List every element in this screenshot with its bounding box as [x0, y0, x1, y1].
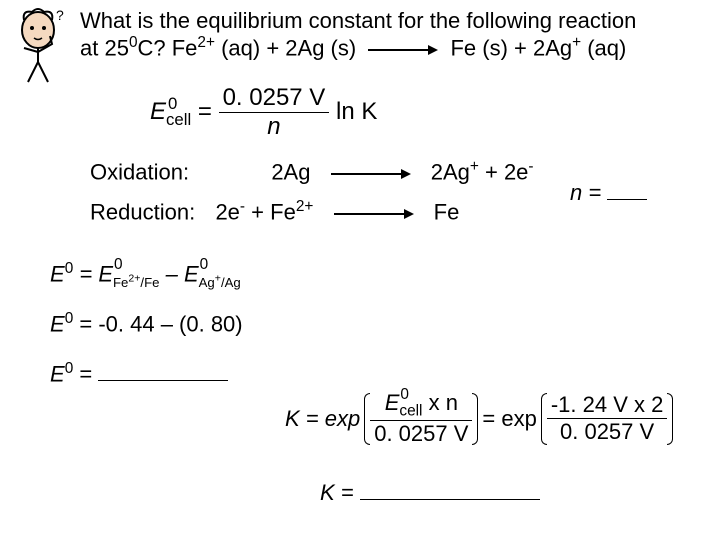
e0-values: E0 = -0. 44 – (0. 80) — [50, 310, 243, 337]
svg-text:?: ? — [56, 7, 64, 23]
n-equals: n = — [570, 180, 647, 206]
e0-formula: E0 = E0Fe2+/Fe – E0Ag+/Ag — [50, 260, 241, 290]
k-formula: K = exp E0cell x n 0. 0257 V = exp -1. 2… — [285, 390, 673, 447]
oxidation-row: Oxidation: 2Ag 2Ag+ + 2e- — [90, 158, 534, 185]
nernst-equation: E0cell = 0. 0257 V n ln K — [150, 84, 377, 141]
thinking-person-icon: ? — [8, 4, 72, 84]
e0-result: E0 = — [50, 360, 228, 387]
question-line1: What is the equilibrium constant for the… — [80, 8, 636, 34]
reduction-row: Reduction: 2e- + Fe2+ Fe — [90, 198, 459, 225]
question-line2: at 250C? Fe2+ (aq) + 2Ag (s) Fe (s) + 2A… — [80, 34, 626, 61]
k-result: K = — [320, 480, 540, 506]
